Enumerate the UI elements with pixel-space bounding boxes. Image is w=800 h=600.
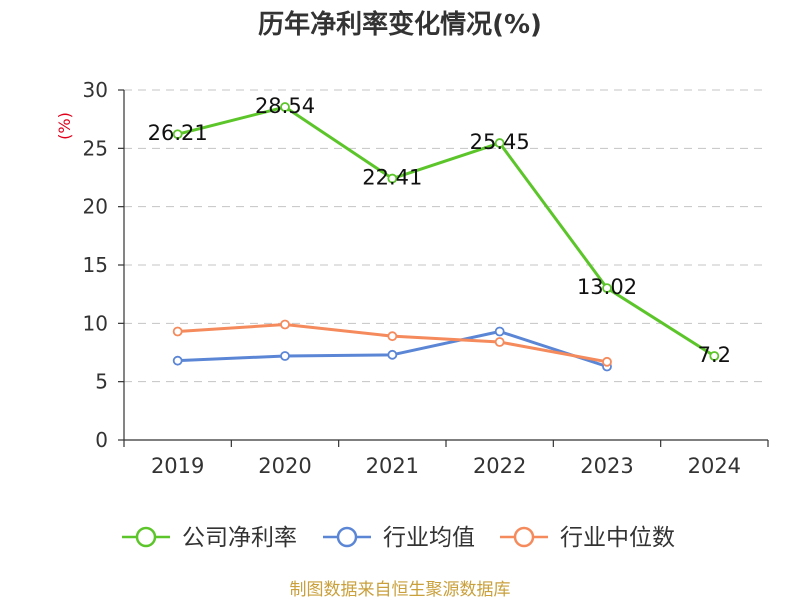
company-net-margin-point-2023 <box>602 283 612 294</box>
company-net-margin-point-2024 <box>709 351 720 361</box>
legend-item-industry-average: 行业均值 <box>323 525 475 551</box>
company-net-margin-point-2022 <box>494 138 505 148</box>
y-tick-label-15: 15 <box>83 253 108 277</box>
x-tick-label-2019: 2019 <box>151 454 204 478</box>
legend-label-industry-average: 行业均值 <box>383 525 475 551</box>
legend-item-industry-median: 行业中位数 <box>500 525 675 551</box>
company-net-margin-point-2020 <box>280 102 290 112</box>
x-tick-label-2023: 2023 <box>580 454 633 478</box>
x-tick-label-2022: 2022 <box>473 454 526 478</box>
company-net-margin-point-2021 <box>387 173 398 184</box>
industry-median-point-2019 <box>172 326 183 337</box>
industry-average-point-2021 <box>387 349 398 360</box>
chart-title: 历年净利率变化情况(%) <box>258 9 542 40</box>
company-net-margin-data-label-2019: 26.21 <box>148 121 208 145</box>
axes: 0 5 10 15 20 25 30 2019 2020 2021 2022 2023 2024 <box>83 78 769 478</box>
industry-average-point-2020 <box>280 351 290 361</box>
legend-item-company-net-margin: 公司净利率 <box>122 525 297 551</box>
legend-label-industry-median: 行业中位数 <box>560 525 675 551</box>
company-net-margin-point-2019 <box>172 129 183 140</box>
series-lines <box>172 102 720 372</box>
industry-median-point-2021 <box>387 331 398 342</box>
y-axis-label: (%) <box>55 112 74 140</box>
data-labels: 26.21 28.54 22.41 25.45 13.02 7.2 <box>148 94 731 367</box>
y-tick-label-25: 25 <box>83 136 108 160</box>
x-tick-label-2020: 2020 <box>258 454 311 478</box>
legend: 公司净利率 行业均值 行业中位数 <box>122 525 675 551</box>
industry-average-point-2019 <box>172 355 183 366</box>
y-tick-label-30: 30 <box>83 78 108 102</box>
x-tick-label-2021: 2021 <box>366 454 419 478</box>
company-net-margin-data-label-2020: 28.54 <box>255 94 315 118</box>
company-net-margin-data-label-2023: 13.02 <box>577 275 637 299</box>
y-tick-label-0: 0 <box>95 428 108 452</box>
company-net-margin-data-label-2022: 25.45 <box>470 130 530 154</box>
x-tick-label-2024: 2024 <box>688 454 741 478</box>
legend-marker-industry-average <box>336 526 358 548</box>
company-net-margin-data-label-2021: 22.41 <box>362 166 422 190</box>
legend-marker-company-net-margin <box>135 526 157 548</box>
y-tick-label-5: 5 <box>95 370 108 394</box>
company-net-margin-data-label-2024: 7.2 <box>698 343 731 367</box>
source-note: 制图数据来自恒生聚源数据库 <box>290 580 511 600</box>
industry-median-point-2022 <box>494 337 505 347</box>
industry-average-point-2022 <box>494 326 505 337</box>
y-tick-label-10: 10 <box>83 311 108 335</box>
industry-median-point-2020 <box>280 319 290 330</box>
legend-label-company-net-margin: 公司净利率 <box>182 525 297 551</box>
legend-marker-industry-median <box>513 526 535 548</box>
company-net-margin-line <box>176 105 716 358</box>
y-tick-label-20: 20 <box>83 195 108 219</box>
industry-median-point-2023 <box>602 356 612 367</box>
